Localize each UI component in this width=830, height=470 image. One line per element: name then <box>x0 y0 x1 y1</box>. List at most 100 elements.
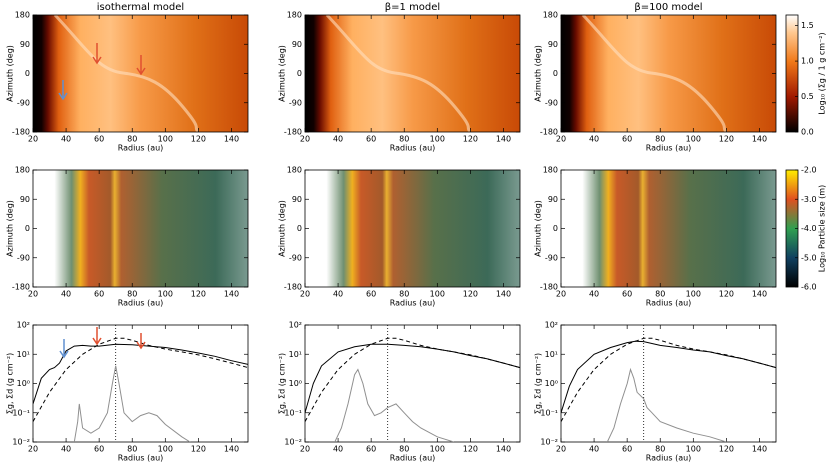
y-tick-label: -90 <box>289 253 302 262</box>
x-tick-label: 40 <box>61 135 71 144</box>
x-tick-label: 80 <box>399 290 409 299</box>
y-tick-label: 10⁰ <box>289 379 302 388</box>
x-tick-label: 20 <box>556 135 566 144</box>
x-tick-label: 40 <box>333 135 343 144</box>
x-tick-label: 100 <box>430 290 445 299</box>
x-tick-label: 140 <box>224 290 239 299</box>
x-tick-label: 80 <box>655 290 665 299</box>
arrow <box>136 55 146 76</box>
x-tick-label: 40 <box>589 290 599 299</box>
x-tick-label: 100 <box>686 445 701 454</box>
x-tick-label: 20 <box>556 445 566 454</box>
y-tick-label: 10² <box>17 321 30 330</box>
y-tick-label: 0 <box>553 69 558 78</box>
y-tick-label: 10⁻² <box>540 438 558 447</box>
plot-frame <box>560 324 777 443</box>
y-tick-label: -180 <box>284 128 302 137</box>
y-tick-label: 10² <box>289 321 302 330</box>
particle-map <box>33 170 248 287</box>
x-axis-label: Radius (au) <box>646 144 692 153</box>
x-tick-label: 120 <box>191 445 206 454</box>
x-tick-label: 80 <box>399 135 409 144</box>
plot-frame <box>560 14 777 133</box>
plot-frame <box>32 14 249 133</box>
y-tick-label: 90 <box>20 195 30 204</box>
arrows <box>58 43 146 359</box>
y-tick-label: 10² <box>545 321 558 330</box>
y-tick-label: 10¹ <box>289 350 302 359</box>
y-tick-label: -180 <box>540 283 558 292</box>
x-tick-label: 140 <box>752 445 767 454</box>
plot-frame <box>304 169 521 288</box>
x-tick-label: 100 <box>158 290 173 299</box>
plot-frame <box>304 14 521 133</box>
x-tick-label: 140 <box>496 290 511 299</box>
panel-title: β=100 model <box>634 2 702 13</box>
line-series <box>33 337 248 422</box>
arrow <box>92 43 102 65</box>
y-tick-label: 0 <box>25 224 30 233</box>
y-tick-label: -90 <box>17 253 30 262</box>
x-tick-label: 100 <box>430 445 445 454</box>
x-tick-label: 120 <box>463 135 478 144</box>
x-axis-label: Radius (au) <box>118 144 164 153</box>
y-tick-label: 90 <box>548 40 558 49</box>
x-tick-label: 40 <box>333 290 343 299</box>
y-tick-label: 180 <box>543 166 558 175</box>
y-tick-label: 10¹ <box>545 350 558 359</box>
y-tick-label: 10⁻¹ <box>12 408 30 417</box>
plot-frame <box>304 324 521 443</box>
colorbar-tick-label: 0.5 <box>801 92 814 101</box>
y-tick-label: 10⁰ <box>545 379 558 388</box>
y-tick-label: -90 <box>545 98 558 107</box>
x-tick-label: 100 <box>686 290 701 299</box>
y-tick-label: -90 <box>289 98 302 107</box>
plot-frame <box>560 169 777 288</box>
particle-map <box>305 170 520 287</box>
x-tick-label: 100 <box>686 135 701 144</box>
x-tick-label: 120 <box>719 290 734 299</box>
spiral-arm <box>325 13 472 133</box>
line-series <box>33 343 248 405</box>
arrow <box>59 339 69 359</box>
x-tick-label: 120 <box>719 135 734 144</box>
y-tick-label: 180 <box>543 11 558 20</box>
x-axis-label: Radius (au) <box>390 299 436 308</box>
y-axis-label: Σg, Σd (g cm⁻²) <box>6 353 15 414</box>
y-tick-label: 0 <box>553 224 558 233</box>
y-axis-label: Σg, Σd (g cm⁻²) <box>278 353 287 414</box>
x-tick-label: 40 <box>589 135 599 144</box>
x-tick-label: 60 <box>622 290 632 299</box>
line-series <box>606 367 727 442</box>
y-tick-label: 180 <box>15 11 30 20</box>
y-axis-label: Σg, Σd (g cm⁻²) <box>534 353 543 414</box>
y-tick-label: 180 <box>287 166 302 175</box>
x-tick-label: 60 <box>622 445 632 454</box>
y-tick-label: -180 <box>540 128 558 137</box>
colorbar-tick-label: 1.5 <box>801 21 814 30</box>
x-tick-label: 140 <box>496 445 511 454</box>
y-tick-label: 10⁻¹ <box>284 408 302 417</box>
colorbar-tick-label: 1.0 <box>801 57 814 66</box>
colorbar-label: Log₁₀ (Σg / 1 g cm⁻²) <box>818 32 827 114</box>
y-tick-label: 0 <box>25 69 30 78</box>
y-tick-label: 10⁻² <box>12 438 30 447</box>
x-tick-label: 140 <box>752 135 767 144</box>
y-tick-label: -180 <box>12 128 30 137</box>
arrow <box>58 80 68 101</box>
x-tick-label: 40 <box>61 290 71 299</box>
x-axis-label: Radius (au) <box>390 144 436 153</box>
x-tick-label: 120 <box>463 290 478 299</box>
colorbar-label: Log₁₀ Particle size (m) <box>818 185 827 272</box>
y-tick-label: 90 <box>292 40 302 49</box>
y-tick-label: 0 <box>297 224 302 233</box>
x-tick-label: 60 <box>94 290 104 299</box>
y-tick-label: 180 <box>287 11 302 20</box>
x-tick-label: 60 <box>94 445 104 454</box>
x-tick-label: 100 <box>430 135 445 144</box>
y-tick-label: 90 <box>548 195 558 204</box>
x-tick-label: 100 <box>158 445 173 454</box>
x-tick-label: 20 <box>28 445 38 454</box>
line-series <box>305 337 520 422</box>
colorbar <box>786 15 798 132</box>
